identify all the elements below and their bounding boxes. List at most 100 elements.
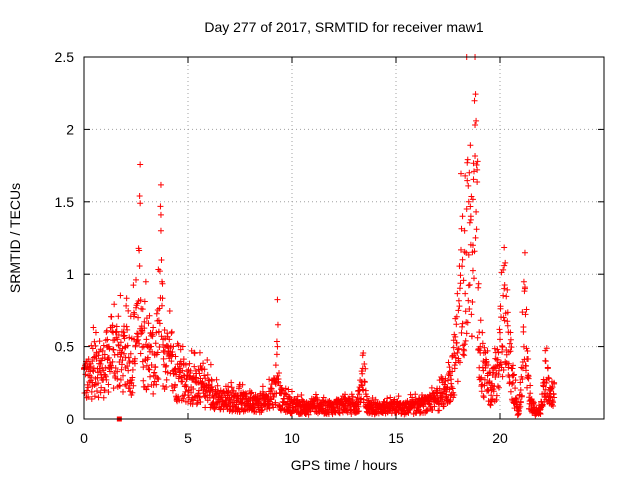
- data-point: [473, 117, 480, 124]
- data-point: [197, 399, 204, 406]
- data-point: [471, 168, 477, 175]
- data-point: [496, 326, 503, 333]
- data-point: [275, 376, 282, 383]
- data-point: [100, 394, 107, 401]
- series-point: [509, 372, 516, 379]
- data-point: [117, 292, 124, 299]
- data-point: [274, 321, 281, 328]
- data-point: [217, 405, 224, 412]
- data-point: [182, 388, 189, 395]
- data-point: [185, 391, 191, 398]
- data-point: [550, 391, 557, 398]
- data-point: [175, 342, 182, 349]
- data-point: [485, 362, 492, 369]
- data-point: [239, 396, 246, 403]
- data-point: [157, 181, 164, 188]
- series-point: [384, 404, 391, 411]
- data-point: [279, 386, 286, 393]
- data-point: [512, 377, 519, 384]
- series-point: [105, 343, 112, 350]
- series-point: [222, 394, 229, 401]
- data-point: [500, 292, 507, 299]
- series-point: [405, 401, 412, 408]
- data-point: [123, 302, 130, 309]
- data-point: [207, 361, 214, 368]
- data-point: [85, 384, 92, 391]
- data-point: [488, 398, 495, 405]
- data-point: [169, 387, 176, 394]
- series-point: [515, 408, 522, 415]
- series-point: [459, 256, 466, 263]
- series-point: [168, 358, 175, 365]
- data-point: [527, 390, 534, 397]
- data-point: [363, 393, 370, 400]
- data-point: [136, 193, 143, 200]
- data-point: [495, 384, 502, 391]
- data-point: [298, 392, 305, 399]
- data-point: [462, 172, 469, 179]
- data-point: [550, 399, 557, 406]
- data-point: [274, 378, 281, 385]
- series-point: [409, 402, 416, 409]
- data-point: [170, 343, 177, 350]
- data-point: [101, 387, 108, 394]
- data-point: [456, 303, 463, 310]
- series-point: [189, 375, 196, 382]
- data-point: [88, 374, 95, 381]
- y-tick-label: 1.5: [55, 194, 75, 210]
- data-point: [156, 268, 163, 275]
- data-point: [239, 405, 246, 412]
- data-point: [484, 347, 491, 354]
- series-point: [130, 336, 137, 343]
- series-point: [243, 397, 250, 404]
- series-point: [230, 394, 237, 401]
- data-point: [116, 383, 123, 390]
- data-point: [137, 350, 144, 357]
- data-point: [454, 349, 461, 356]
- data-point: [102, 364, 109, 371]
- data-point: [453, 321, 460, 328]
- series-point: [472, 122, 479, 129]
- data-point: [266, 376, 273, 383]
- data-point: [507, 388, 514, 395]
- series-point: [546, 394, 553, 401]
- data-point: [358, 382, 365, 389]
- data-point: [474, 166, 481, 173]
- series-point: [476, 329, 483, 336]
- data-point: [85, 393, 92, 400]
- data-point: [460, 346, 467, 353]
- series-point: [97, 360, 104, 367]
- data-point: [120, 372, 126, 379]
- data-point: [477, 317, 484, 324]
- data-point: [208, 383, 215, 390]
- data-point: [178, 378, 185, 385]
- data-point: [243, 391, 250, 398]
- data-point: [149, 333, 156, 340]
- data-point: [456, 359, 463, 366]
- data-point: [188, 389, 195, 396]
- data-point: [115, 332, 122, 339]
- data-point: [361, 378, 368, 385]
- data-point: [446, 364, 453, 371]
- data-point: [196, 370, 203, 377]
- data-point: [505, 360, 512, 367]
- data-point: [145, 366, 152, 373]
- data-point: [162, 363, 169, 370]
- series-point: [255, 398, 262, 405]
- data-point: [478, 388, 485, 395]
- data-point: [447, 397, 454, 404]
- data-point: [116, 382, 123, 389]
- data-point: [118, 366, 125, 373]
- data-point: [251, 403, 258, 410]
- data-point: [258, 407, 265, 414]
- data-point: [462, 290, 469, 297]
- data-point: [431, 403, 438, 410]
- data-point: [191, 363, 198, 370]
- series-point: [309, 398, 316, 405]
- data-point: [477, 376, 484, 383]
- data-point: [127, 350, 134, 357]
- series-point: [185, 372, 191, 379]
- data-point: [336, 410, 343, 417]
- data-point: [405, 409, 412, 416]
